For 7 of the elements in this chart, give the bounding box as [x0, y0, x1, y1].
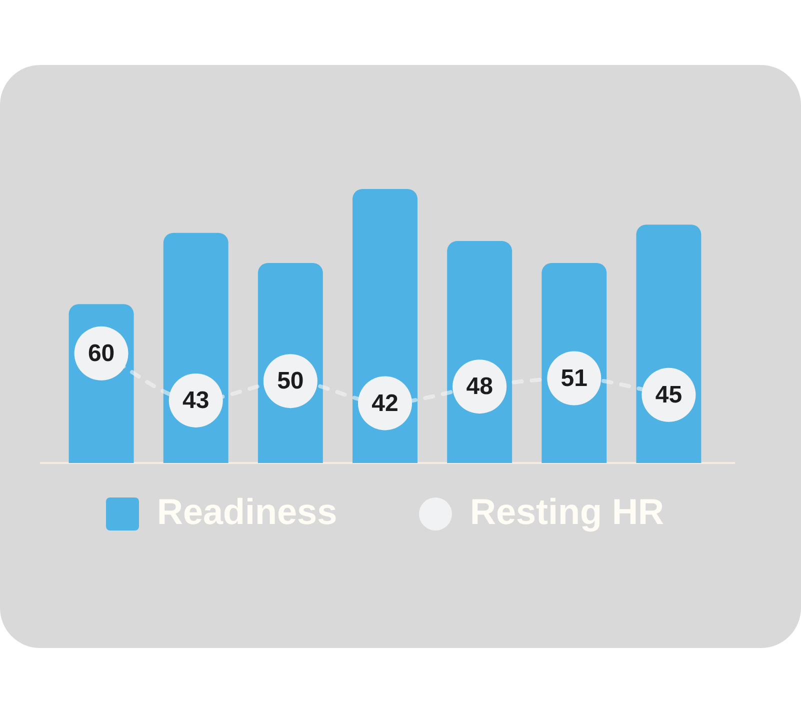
data-label: 43 — [182, 387, 210, 414]
data-label: 51 — [560, 364, 588, 392]
data-label: 45 — [655, 382, 682, 409]
data-label: 50 — [277, 368, 304, 395]
data-label: 48 — [466, 373, 493, 400]
data-label: 42 — [372, 390, 398, 417]
data-label: 60 — [88, 340, 115, 368]
